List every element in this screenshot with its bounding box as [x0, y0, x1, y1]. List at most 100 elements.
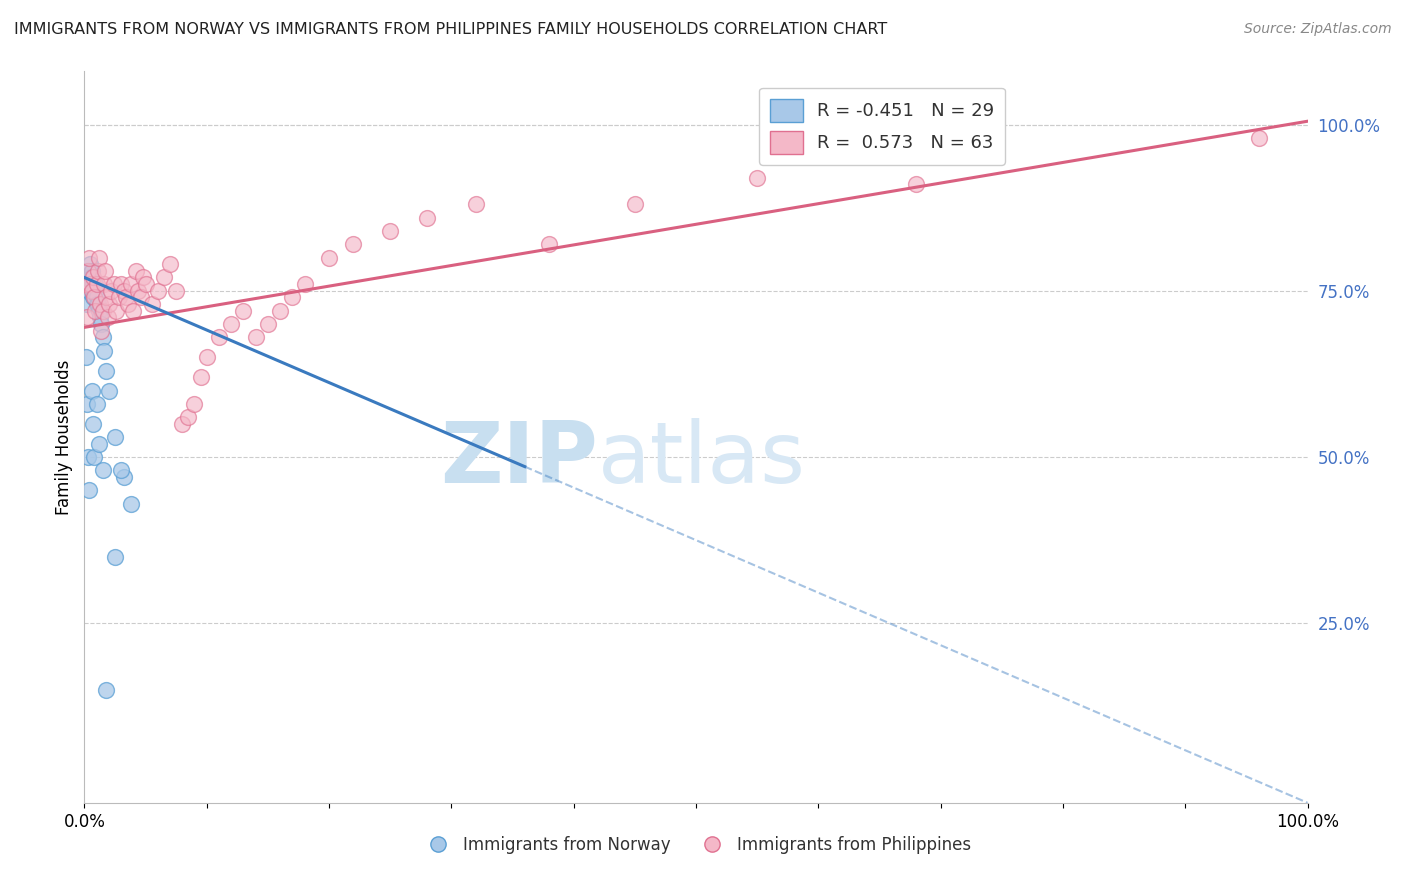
Legend: Immigrants from Norway, Immigrants from Philippines: Immigrants from Norway, Immigrants from …: [415, 829, 977, 860]
Point: [112, 284, 135, 298]
Point: [219, 317, 242, 331]
Point: [86, 297, 108, 311]
Point: [159, 257, 181, 271]
Point: [257, 317, 280, 331]
Point: [416, 211, 439, 225]
Point: [232, 303, 254, 318]
Point: [77, 251, 100, 265]
Point: [96, 363, 118, 377]
Point: [76, 297, 98, 311]
Point: [269, 303, 291, 318]
Point: [380, 224, 402, 238]
Point: [120, 497, 142, 511]
Point: [100, 284, 122, 298]
Point: [86, 277, 108, 292]
Point: [86, 290, 108, 304]
Point: [76, 397, 98, 411]
Point: [77, 284, 100, 298]
Text: ZIP: ZIP: [440, 417, 598, 500]
Point: [104, 549, 127, 564]
Y-axis label: Family Households: Family Households: [55, 359, 73, 515]
Point: [83, 450, 105, 464]
Point: [90, 324, 112, 338]
Point: [97, 384, 120, 398]
Point: [87, 436, 110, 450]
Point: [96, 682, 118, 697]
Point: [97, 297, 120, 311]
Point: [82, 270, 104, 285]
Point: [342, 237, 364, 252]
Point: [80, 264, 103, 278]
Point: [177, 410, 200, 425]
Point: [77, 450, 100, 464]
Point: [93, 343, 115, 358]
Point: [127, 284, 149, 298]
Point: [107, 290, 129, 304]
Point: [96, 290, 118, 304]
Point: [87, 251, 110, 265]
Point: [83, 290, 105, 304]
Point: [97, 310, 120, 325]
Point: [89, 297, 111, 311]
Point: [79, 270, 101, 285]
Point: [91, 463, 114, 477]
Point: [129, 290, 152, 304]
Point: [122, 303, 145, 318]
Point: [464, 197, 486, 211]
Point: [77, 483, 100, 498]
Point: [747, 170, 769, 185]
Point: [93, 277, 115, 292]
Point: [84, 284, 107, 298]
Text: Source: ZipAtlas.com: Source: ZipAtlas.com: [1244, 22, 1392, 37]
Point: [89, 310, 111, 325]
Point: [117, 297, 139, 311]
Point: [87, 303, 110, 318]
Point: [91, 303, 114, 318]
Point: [153, 270, 176, 285]
Point: [165, 284, 187, 298]
Point: [190, 370, 212, 384]
Point: [75, 277, 97, 292]
Point: [82, 417, 104, 431]
Point: [105, 303, 128, 318]
Point: [82, 277, 104, 292]
Point: [94, 264, 117, 278]
Point: [87, 297, 110, 311]
Point: [538, 237, 561, 252]
Point: [104, 430, 127, 444]
Text: IMMIGRANTS FROM NORWAY VS IMMIGRANTS FROM PHILIPPINES FAMILY HOUSEHOLDS CORRELAT: IMMIGRANTS FROM NORWAY VS IMMIGRANTS FRO…: [14, 22, 887, 37]
Point: [125, 264, 148, 278]
Point: [141, 297, 163, 311]
Point: [91, 330, 114, 344]
Point: [90, 317, 112, 331]
Point: [103, 277, 125, 292]
Point: [132, 270, 155, 285]
Point: [75, 351, 97, 365]
Point: [76, 284, 98, 298]
Point: [80, 384, 103, 398]
Point: [84, 303, 107, 318]
Text: atlas: atlas: [598, 417, 806, 500]
Point: [183, 397, 205, 411]
Point: [1247, 131, 1270, 145]
Point: [80, 270, 103, 285]
Point: [146, 284, 169, 298]
Point: [135, 277, 157, 292]
Point: [110, 277, 132, 292]
Point: [281, 290, 304, 304]
Point: [86, 397, 108, 411]
Point: [115, 290, 138, 304]
Point: [82, 290, 104, 304]
Point: [318, 251, 340, 265]
Point: [77, 277, 100, 292]
Point: [208, 330, 231, 344]
Point: [83, 284, 105, 298]
Point: [77, 270, 100, 285]
Point: [76, 310, 98, 325]
Point: [110, 463, 132, 477]
Point: [75, 264, 97, 278]
Point: [120, 277, 142, 292]
Point: [84, 277, 107, 292]
Point: [80, 284, 103, 298]
Point: [245, 330, 267, 344]
